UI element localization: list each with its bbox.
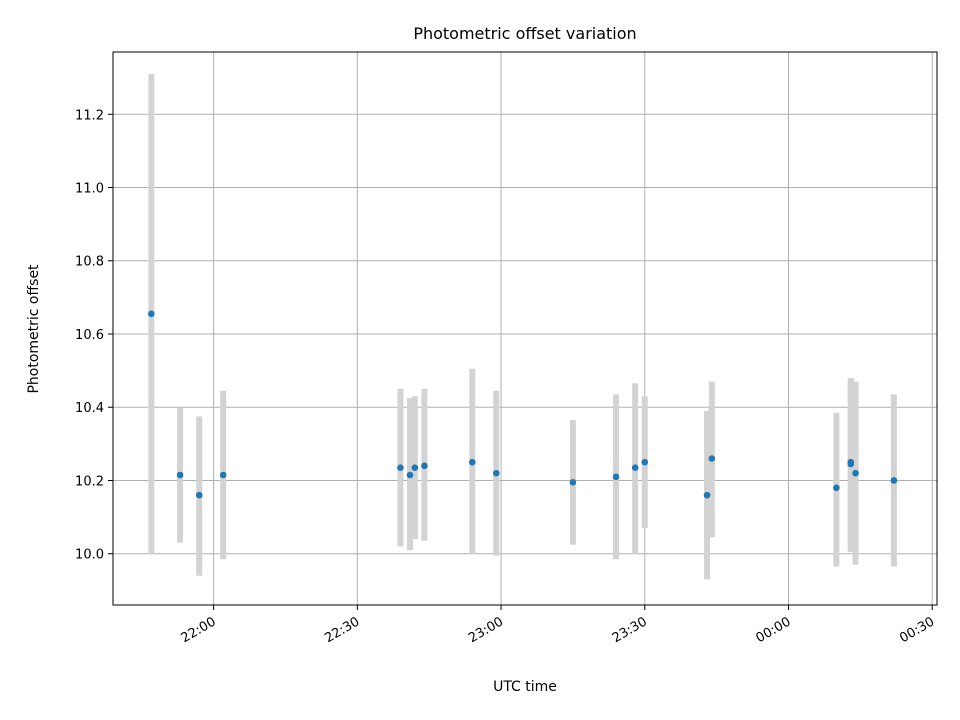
error-bars [148,73,897,580]
x-tick-label: 22:30 [322,614,362,646]
data-point [703,491,711,499]
data-point [219,471,227,479]
x-tick-label: 00:30 [897,614,937,646]
data-point [195,491,203,499]
x-tick-label: 00:00 [754,614,794,646]
x-axis-ticks: 22:00 22:30 23:00 23:30 00:00 00:30 [179,605,937,646]
data-point [397,464,404,471]
data-point [176,471,184,479]
data-point [411,464,419,471]
data-points [148,310,898,499]
y-tick-label: 10.8 [75,255,104,270]
y-tick-label: 10.6 [75,328,104,343]
data-point [890,477,898,484]
data-point [148,310,155,318]
data-point [469,458,476,466]
data-point [852,469,859,477]
data-point [708,455,716,462]
data-point [492,469,500,477]
y-tick-label: 10.0 [75,548,104,563]
data-point [847,460,855,468]
data-point [406,471,414,479]
data-point [833,484,840,492]
grid [113,52,937,605]
data-point [631,464,639,471]
data-point [421,462,428,470]
x-tick-label: 22:00 [179,614,219,646]
data-point [569,479,577,486]
y-tick-label: 10.4 [75,401,104,416]
x-axis-label: UTC time [493,679,557,695]
x-tick-label: 23:00 [466,614,506,646]
chart-title: Photometric offset variation [413,24,636,43]
y-tick-label: 10.2 [75,474,104,489]
y-tick-label: 11.2 [75,108,104,123]
y-axis-label: Photometric offset [26,264,42,394]
x-tick-label: 23:30 [610,614,650,646]
data-point [612,473,620,481]
y-tick-label: 11.0 [75,182,104,197]
plot-frame [112,51,938,606]
y-axis-ticks: 10.0 10.2 10.4 10.6 10.8 11.0 11.2 [75,108,113,563]
data-point [641,458,649,466]
